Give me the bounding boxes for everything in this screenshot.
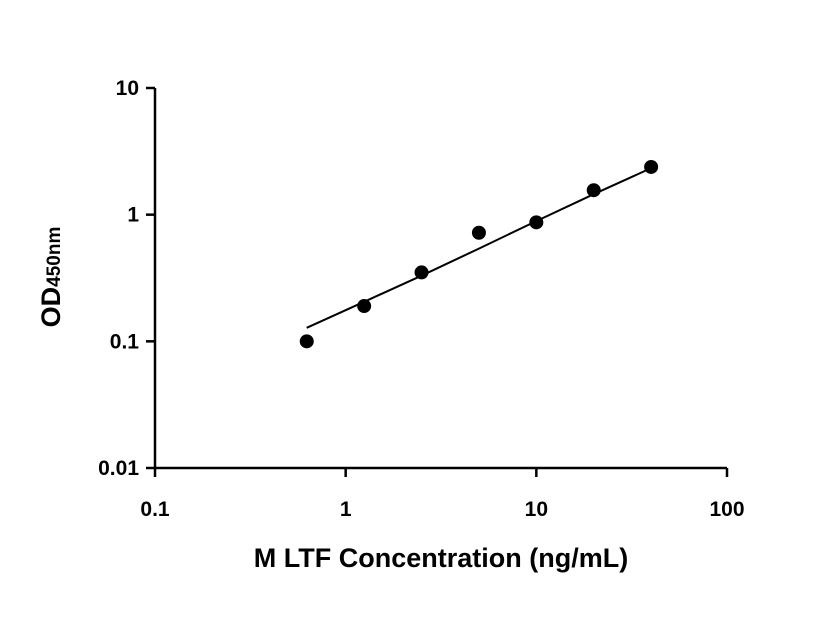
y-tick-label: 0.1 [110, 330, 140, 353]
y-axis-title: OD450nm [36, 227, 66, 328]
data-point [414, 265, 429, 280]
x-tick-label: 10 [525, 498, 548, 521]
x-tick-label: 1 [340, 498, 352, 521]
x-tick-label: 0.1 [140, 498, 170, 521]
data-points [299, 159, 659, 349]
y-axis-title-main: OD [36, 287, 66, 328]
axes [153, 88, 727, 470]
data-point [357, 299, 372, 314]
data-point [529, 215, 544, 230]
y-tick-label: 0.01 [98, 457, 139, 480]
data-point [644, 159, 659, 174]
x-axis-title: M LTF Concentration (ng/mL) [254, 543, 628, 573]
data-point [586, 183, 601, 198]
data-point [299, 334, 314, 349]
x-tick-label: 100 [709, 498, 744, 521]
data-point [471, 225, 486, 240]
y-tick-label: 1 [127, 204, 139, 227]
y-tick-label: 10 [116, 77, 139, 100]
y-axis-title-subscript: 450nm [44, 227, 65, 287]
